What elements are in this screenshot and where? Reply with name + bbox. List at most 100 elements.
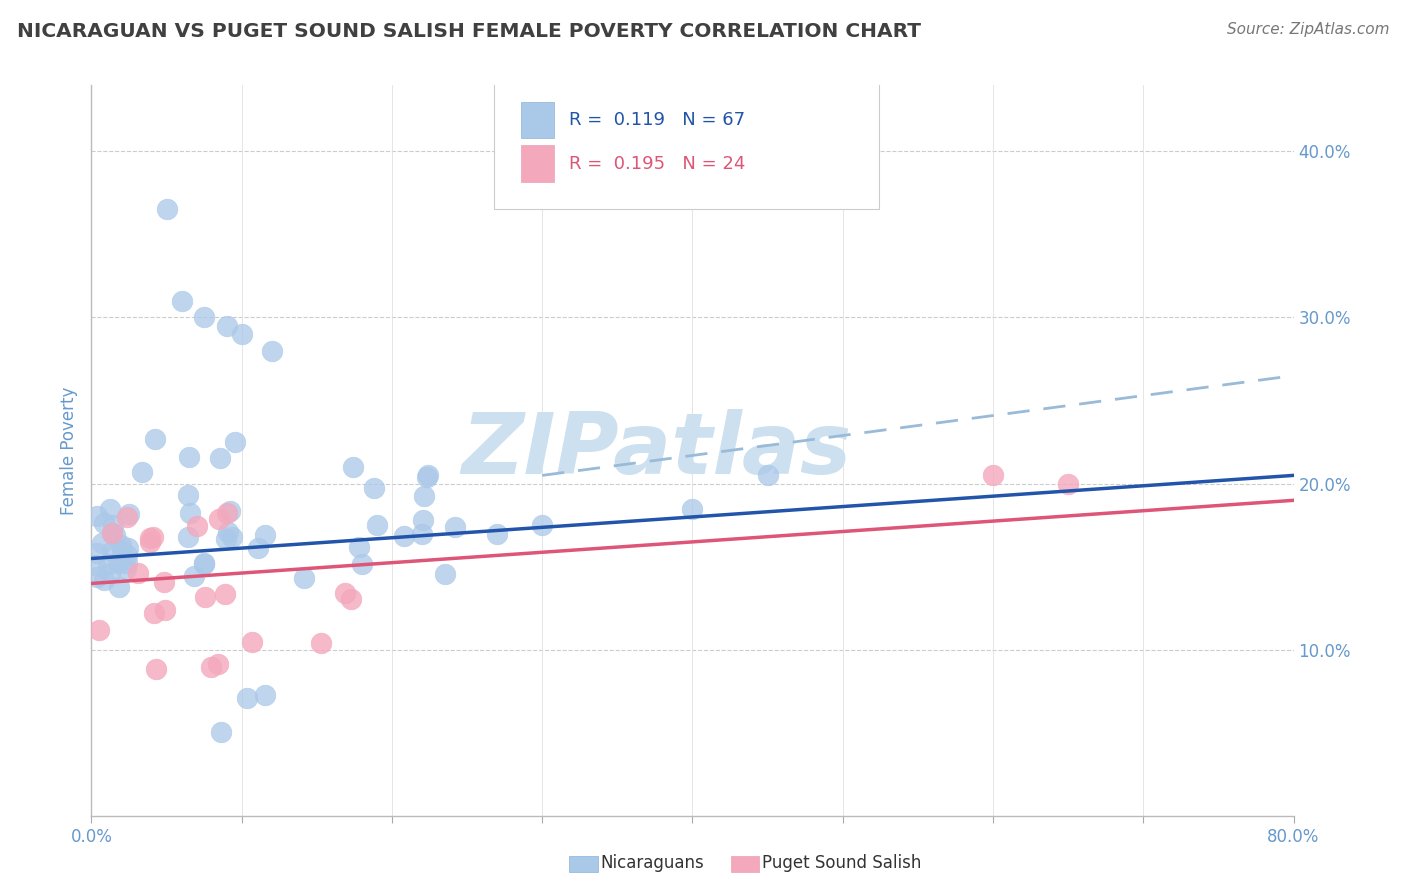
Point: [215, 506, 238, 520]
Point: [219, 504, 242, 518]
Point: [179, 506, 201, 520]
Point: [392, 529, 415, 543]
Text: Source: ZipAtlas.com: Source: ZipAtlas.com: [1226, 22, 1389, 37]
Point: [114, 562, 136, 576]
Point: [756, 468, 779, 483]
Point: [366, 518, 388, 533]
Point: [412, 489, 434, 503]
Point: [100, 544, 122, 558]
Point: [145, 662, 167, 676]
Point: [84, 558, 107, 572]
Point: [139, 531, 162, 545]
Point: [177, 530, 200, 544]
Point: [115, 510, 138, 524]
Point: [1057, 476, 1080, 491]
Point: [86, 546, 108, 560]
Point: [411, 526, 433, 541]
Point: [100, 526, 122, 541]
Point: [208, 450, 231, 465]
Point: [254, 688, 277, 702]
Point: [104, 527, 127, 541]
Text: R =  0.195   N = 24: R = 0.195 N = 24: [568, 154, 745, 173]
Point: [118, 507, 141, 521]
Point: [340, 592, 363, 607]
Point: [98, 502, 121, 516]
Point: [207, 657, 229, 672]
Point: [350, 557, 373, 571]
FancyBboxPatch shape: [494, 81, 879, 209]
Point: [209, 725, 232, 739]
Point: [254, 528, 277, 542]
Text: NICARAGUAN VS PUGET SOUND SALISH FEMALE POVERTY CORRELATION CHART: NICARAGUAN VS PUGET SOUND SALISH FEMALE …: [17, 22, 921, 41]
Point: [260, 343, 283, 358]
Point: [412, 513, 434, 527]
Point: [235, 691, 257, 706]
Point: [186, 518, 208, 533]
Text: R =  0.119   N = 67: R = 0.119 N = 67: [568, 111, 745, 128]
Y-axis label: Female Poverty: Female Poverty: [59, 386, 77, 515]
Point: [200, 660, 222, 674]
Text: Nicaraguans: Nicaraguans: [600, 855, 704, 872]
Point: [193, 557, 215, 571]
Point: [342, 460, 364, 475]
Point: [531, 518, 554, 533]
Point: [981, 468, 1004, 483]
Point: [486, 526, 509, 541]
Point: [101, 518, 124, 533]
Point: [139, 535, 162, 549]
Point: [247, 541, 270, 556]
Point: [183, 568, 205, 582]
Text: ZIPatlas: ZIPatlas: [461, 409, 852, 492]
Point: [240, 634, 263, 648]
Point: [90, 536, 112, 550]
Point: [142, 530, 165, 544]
Point: [131, 466, 153, 480]
Point: [142, 606, 165, 620]
Point: [179, 450, 201, 464]
Point: [110, 538, 132, 552]
Point: [681, 501, 703, 516]
Point: [221, 530, 243, 544]
Point: [363, 481, 385, 495]
Point: [170, 293, 193, 308]
Point: [215, 532, 238, 546]
Point: [127, 566, 149, 581]
Point: [416, 468, 439, 483]
Point: [444, 519, 467, 533]
Point: [153, 574, 176, 589]
Point: [434, 567, 457, 582]
Point: [311, 636, 333, 650]
Point: [100, 525, 122, 540]
Point: [194, 590, 217, 604]
Point: [416, 470, 439, 484]
Point: [231, 327, 253, 342]
Point: [107, 556, 129, 570]
Point: [117, 541, 139, 555]
Point: [155, 202, 177, 217]
Point: [86, 509, 108, 524]
Point: [153, 603, 176, 617]
Point: [177, 488, 200, 502]
Point: [98, 566, 121, 580]
Point: [87, 623, 110, 637]
Point: [215, 318, 238, 333]
Point: [143, 432, 166, 446]
Point: [115, 556, 138, 570]
Bar: [520, 145, 554, 182]
Point: [333, 585, 356, 599]
Point: [97, 557, 120, 571]
Point: [93, 573, 115, 587]
Point: [93, 516, 115, 531]
Text: Puget Sound Salish: Puget Sound Salish: [762, 855, 921, 872]
Point: [193, 310, 215, 325]
Point: [292, 571, 315, 585]
Point: [349, 540, 371, 554]
Point: [193, 556, 215, 570]
Point: [86, 570, 108, 584]
Point: [214, 586, 236, 600]
Point: [115, 548, 138, 562]
Point: [217, 524, 239, 539]
Point: [111, 545, 134, 559]
Point: [208, 512, 231, 526]
Point: [224, 435, 246, 450]
